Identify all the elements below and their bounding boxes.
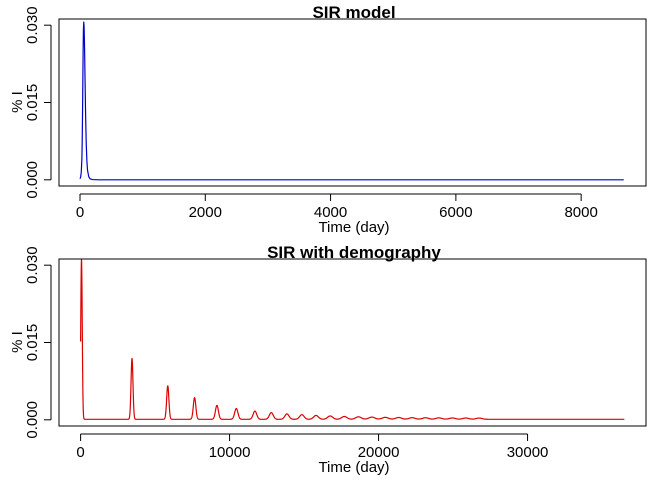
y-tick-label: 0.015 [24, 84, 41, 122]
x-tick-label: 8000 [564, 204, 597, 221]
y-tick-label: 0.000 [24, 161, 41, 199]
x-axis-label: Time (day) [318, 219, 389, 236]
y-tick-label: 0.015 [24, 324, 41, 362]
panel-sir-demography: SIR with demography Time (day) % I 0 1000… [9, 243, 647, 476]
series-line [80, 259, 625, 420]
x-tick-label: 10000 [209, 444, 251, 461]
series-line [79, 21, 624, 181]
x-tick-label: 2000 [189, 204, 222, 221]
plot-frame [58, 18, 647, 187]
x-tick-label: 20000 [358, 444, 400, 461]
x-tick-label: 30000 [507, 444, 549, 461]
y-axis-label: % I [9, 331, 26, 353]
panel-sir-model: SIR model Time (day) % I 0 2000 4000 6000 80… [9, 3, 647, 236]
x-tick-label: 0 [76, 204, 84, 221]
x-tick-label: 0 [76, 444, 84, 461]
y-tick-label: 0.030 [24, 6, 41, 44]
plot-frame [58, 258, 647, 427]
chart-title: SIR model [312, 3, 395, 22]
y-tick-label: 0.000 [24, 401, 41, 439]
y-tick-label: 0.030 [24, 246, 41, 284]
x-tick-label: 6000 [439, 204, 472, 221]
y-axis-label: % I [9, 91, 26, 113]
x-axis-label: Time (day) [318, 459, 389, 476]
chart-title: SIR with demography [267, 243, 441, 262]
x-tick-label: 4000 [314, 204, 347, 221]
